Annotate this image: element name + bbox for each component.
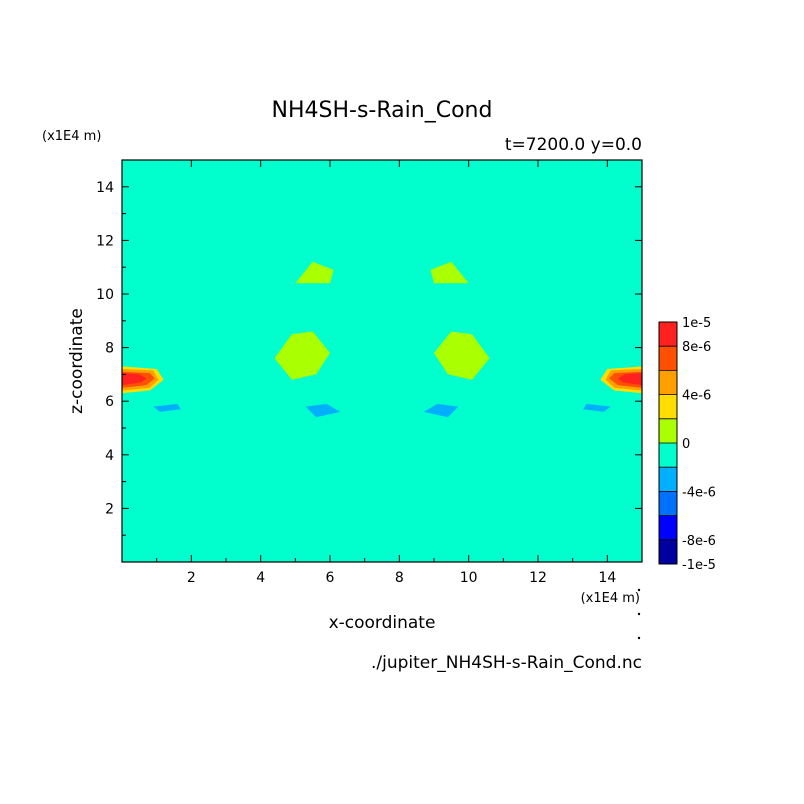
colorbar-segment	[659, 346, 677, 371]
colorbar-label: -8e-6	[682, 534, 716, 549]
x-unit-label: (x1E4 m)	[581, 591, 640, 606]
colorbar-segment	[659, 539, 677, 564]
contour-region-6	[274, 331, 330, 380]
colorbar-segment	[659, 491, 677, 516]
y-tick-label: 6	[105, 394, 114, 410]
contour-region-21	[583, 403, 611, 412]
x-tick-label: 4	[256, 570, 265, 586]
colorbar-segment	[659, 322, 677, 347]
x-axis-ticks: 2 4 6 8 10 12 14	[156, 160, 616, 586]
colorbar-label: -1e-5	[682, 558, 716, 573]
contour-region-4	[122, 286, 168, 375]
contour-region-18	[153, 403, 181, 412]
contour-region-8	[295, 261, 334, 284]
contour-region-2	[382, 245, 559, 402]
y-axis-ticks: 2 4 6 8 10 12 14	[96, 180, 642, 536]
contour-region-9	[430, 261, 469, 284]
file-name-label: ./jupiter_NH4SH-s-Rain_Cond.nc	[371, 653, 642, 673]
y-tick-label: 14	[96, 180, 114, 196]
contour-region-3	[122, 377, 642, 412]
y-tick-label: 8	[105, 341, 114, 357]
chart-title: NH4SH-s-Rain_Cond	[272, 98, 493, 123]
colorbar	[658, 321, 678, 565]
contour-region-5	[596, 286, 642, 375]
colorbar-segment	[659, 418, 677, 443]
x-tick-label: 12	[529, 570, 547, 586]
colorbar-label: 1e-5	[682, 316, 711, 331]
x-tick-label: 8	[395, 570, 404, 586]
colorbar-segment	[659, 443, 677, 468]
colorbar-segment	[659, 394, 677, 419]
contour-region-13	[122, 373, 147, 386]
x-tick-label: 2	[187, 570, 196, 586]
contour-region-20	[423, 403, 459, 418]
contour-field	[122, 160, 642, 562]
chart-subtitle: t=7200.0 y=0.0	[505, 135, 642, 155]
x-tick-label: 10	[460, 570, 478, 586]
colorbar-label: -4e-6	[682, 485, 716, 500]
contour-region-7	[434, 331, 490, 380]
plot-frame	[121, 159, 643, 563]
y-tick-label: 10	[96, 287, 114, 303]
y-unit-label: (x1E4 m)	[42, 129, 101, 144]
x-tick-label: 14	[598, 570, 616, 586]
stray-dots	[637, 588, 641, 640]
x-axis-label: x-coordinate	[329, 613, 436, 633]
colorbar-label: 4e-6	[682, 389, 711, 404]
colorbar-segment	[659, 515, 677, 540]
y-tick-label: 4	[105, 448, 114, 464]
y-axis-label: z-coordinate	[67, 308, 87, 414]
contour-region-19	[305, 403, 341, 418]
colorbar-labels: 1e-5 8e-6 4e-6 0 -4e-6 -8e-6 -1e-5	[682, 316, 716, 573]
colorbar-label: 8e-6	[682, 340, 711, 355]
colorbar-segment	[659, 467, 677, 492]
colorbar-label: 0	[682, 437, 690, 452]
contour-region-17	[617, 373, 642, 386]
y-tick-label: 12	[96, 233, 114, 249]
contour-region-0	[122, 160, 642, 230]
x-tick-label: 6	[326, 570, 335, 586]
colorbar-segment	[659, 370, 677, 395]
contour-region-1	[205, 245, 382, 402]
y-tick-label: 2	[105, 501, 114, 517]
